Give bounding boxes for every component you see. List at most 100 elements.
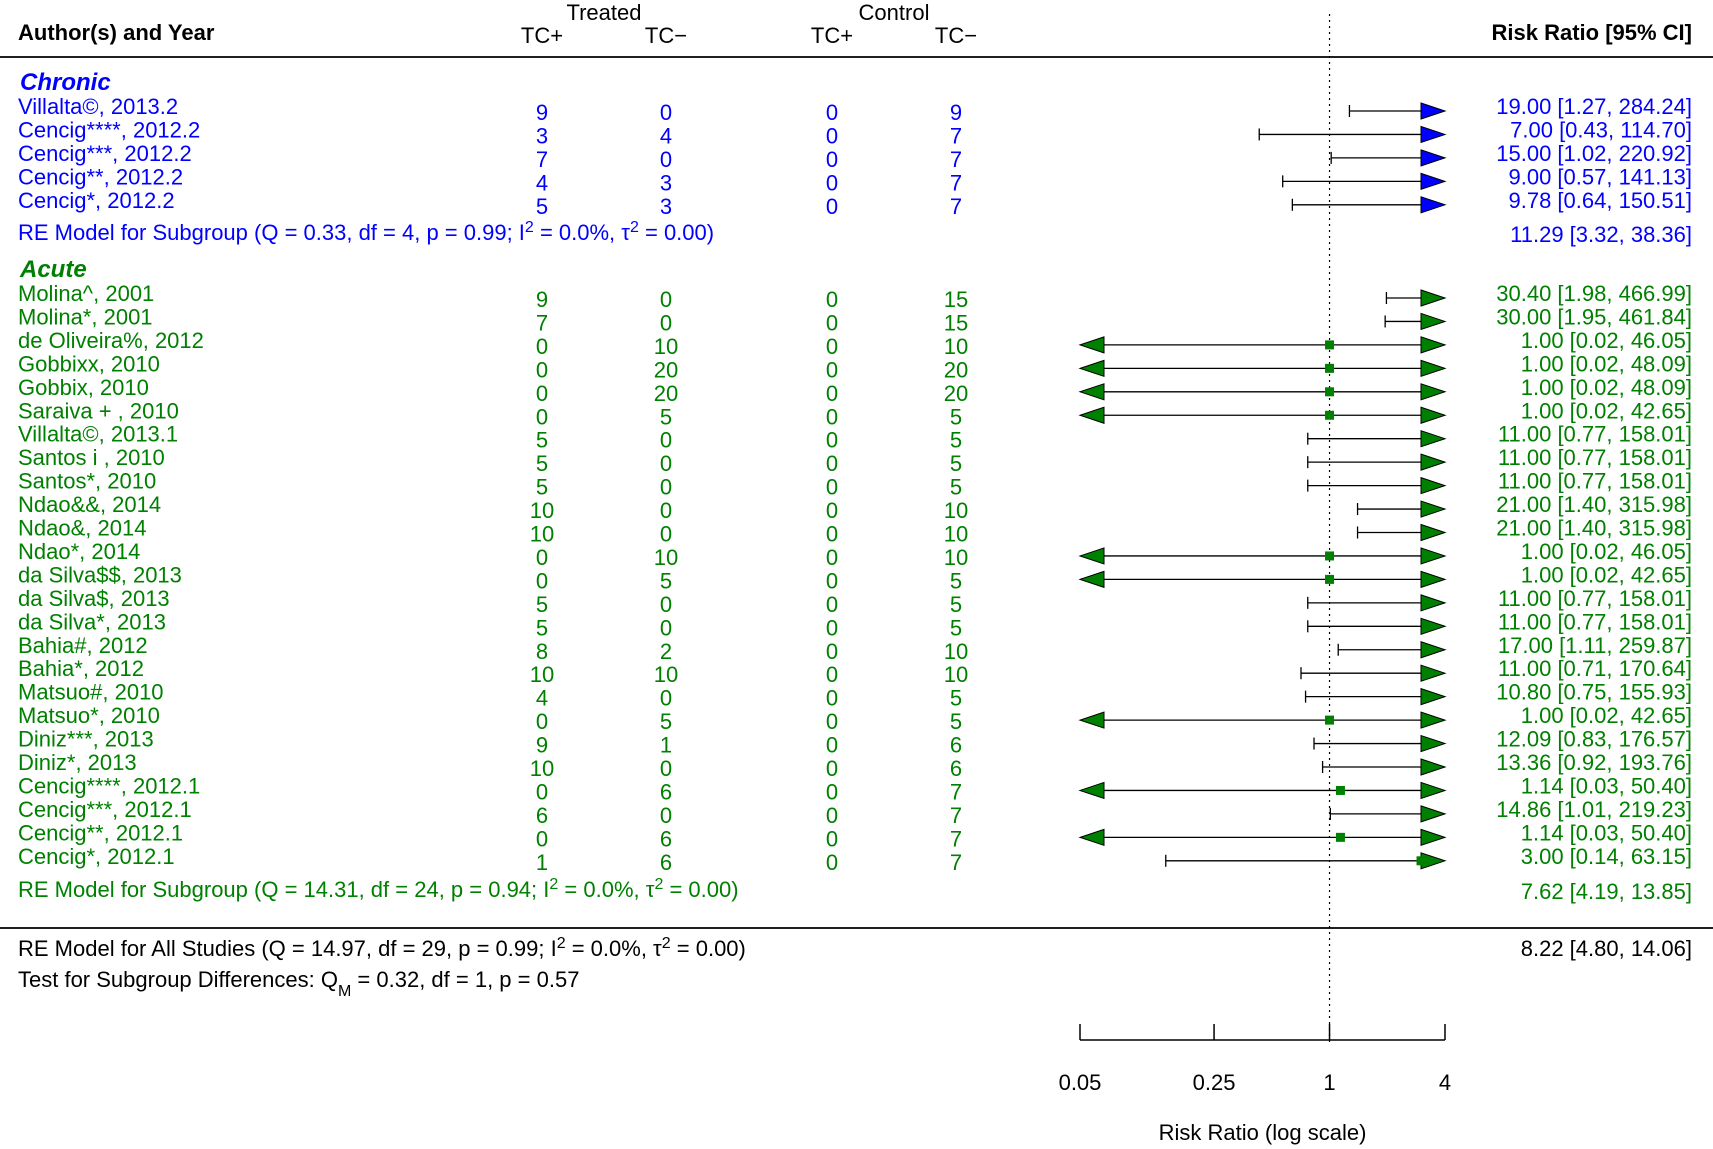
study-control-tc-neg: 7 [950,850,962,875]
study-label: Cencig***, 2012.2 [18,141,192,166]
ci-upper-arrow [1420,758,1447,776]
study-label: Molina*, 2001 [18,304,153,329]
ci-upper-arrow [1420,828,1447,847]
study-treated-tc-neg: 5 [660,568,672,593]
study-control-tc-neg: 7 [950,170,962,195]
study-treated-tc-pos: 10 [530,498,554,523]
study-effect-text: 14.86 [1.01, 219.23] [1496,797,1692,822]
study-treated-tc-pos: 9 [536,287,548,312]
study-effect-text: 1.00 [0.02, 46.05] [1521,328,1692,353]
study-label: da Silva$, 2013 [18,586,170,611]
ci-upper-arrow [1420,125,1447,144]
study-treated-tc-pos: 9 [536,100,548,125]
ci-upper-arrow [1420,336,1447,354]
study-treated-tc-pos: 5 [536,592,548,617]
study-treated-tc-neg: 6 [660,826,672,851]
study-control-tc-pos: 0 [826,100,838,125]
study-treated-tc-neg: 4 [660,123,672,148]
study-control-tc-pos: 0 [826,639,838,664]
point-estimate [1325,574,1335,584]
study-control-tc-neg: 5 [950,451,962,476]
study-label: Matsuo#, 2010 [18,680,164,705]
study-treated-tc-neg: 0 [660,756,672,781]
study-control-tc-neg: 5 [950,709,962,734]
study-control-tc-pos: 0 [826,522,838,547]
study-treated-tc-neg: 0 [660,100,672,125]
study-treated-tc-neg: 3 [660,194,672,219]
study-effect-text: 11.00 [0.77, 158.01] [1498,469,1692,494]
study-treated-tc-neg: 10 [654,662,678,687]
study-control-tc-pos: 0 [826,709,838,734]
study-effect-text: 9.78 [0.64, 150.51] [1509,188,1693,213]
study-control-tc-pos: 0 [826,357,838,382]
study-treated-tc-pos: 7 [536,147,548,172]
ci-upper-arrow [1420,805,1447,823]
ci-upper-arrow [1420,430,1447,448]
study-treated-tc-neg: 20 [654,357,678,382]
ci-lower-arrow [1078,336,1105,354]
ci-lower-arrow [1078,547,1105,565]
study-control-tc-pos: 0 [826,310,838,335]
study-effect-text: 30.00 [1.95, 461.84] [1496,304,1692,329]
study-control-tc-neg: 7 [950,147,962,172]
study-control-tc-neg: 5 [950,615,962,640]
subgroup-summary-effect: 7.62 [4.19, 13.85] [1521,879,1692,904]
study-treated-tc-pos: 10 [530,662,554,687]
study-treated-tc-pos: 4 [536,686,548,711]
study-control-tc-pos: 0 [826,733,838,758]
header-control-tc-pos: TC+ [811,23,853,48]
study-control-tc-pos: 0 [826,756,838,781]
study-treated-tc-pos: 10 [530,522,554,547]
study-control-tc-pos: 0 [826,662,838,687]
study-label: Villalta©, 2013.1 [18,422,178,447]
study-control-tc-neg: 10 [944,545,968,570]
ci-lower-arrow [1078,828,1105,847]
point-estimate [1325,363,1335,373]
study-treated-tc-pos: 9 [536,733,548,758]
study-effect-text: 21.00 [1.40, 315.98] [1496,516,1692,541]
study-effect-text: 17.00 [1.11, 259.87] [1498,633,1692,658]
point-estimate [1325,387,1335,397]
study-control-tc-pos: 0 [826,475,838,500]
subgroup-summary-effect: 11.29 [3.32, 38.36] [1510,222,1692,247]
study-control-tc-neg: 10 [944,522,968,547]
study-control-tc-pos: 0 [826,498,838,523]
study-effect-text: 21.00 [1.40, 315.98] [1496,492,1692,517]
study-treated-tc-neg: 5 [660,709,672,734]
ci-upper-arrow [1420,664,1447,682]
study-label: da Silva*, 2013 [18,609,166,634]
point-estimate [1335,832,1345,842]
study-treated-tc-pos: 0 [536,357,548,382]
overall-summary-effect: 8.22 [4.80, 14.06] [1521,936,1692,961]
study-effect-text: 30.40 [1.98, 466.99] [1496,281,1692,306]
group-title-acute: Acute [19,256,87,283]
ci-upper-arrow [1420,102,1447,120]
ci-lower-arrow [1078,383,1105,401]
study-control-tc-neg: 5 [950,428,962,453]
study-label: Cencig**, 2012.1 [18,820,183,845]
study-control-tc-pos: 0 [826,803,838,828]
subgroup-summary-label: RE Model for Subgroup (Q = 0.33, df = 4,… [18,219,714,246]
study-control-tc-neg: 5 [950,475,962,500]
ci-upper-arrow [1420,523,1447,542]
study-effect-text: 1.14 [0.03, 50.40] [1521,820,1692,845]
x-axis-tick-label: 0.25 [1193,1070,1236,1095]
study-treated-tc-neg: 6 [660,850,672,875]
study-effect-text: 1.00 [0.02, 48.09] [1521,351,1692,376]
point-estimate [1325,551,1335,561]
study-control-tc-neg: 20 [944,357,968,382]
point-estimate [1325,410,1335,420]
study-treated-tc-pos: 0 [536,334,548,359]
study-control-tc-pos: 0 [826,287,838,312]
study-effect-text: 9.00 [0.57, 141.13] [1509,164,1693,189]
study-treated-tc-neg: 1 [660,733,672,758]
study-treated-tc-neg: 0 [660,686,672,711]
study-treated-tc-neg: 10 [654,545,678,570]
study-label: Santos*, 2010 [18,469,156,494]
study-treated-tc-neg: 0 [660,287,672,312]
ci-upper-arrow [1420,289,1447,307]
study-treated-tc-neg: 0 [660,147,672,172]
study-treated-tc-neg: 0 [660,475,672,500]
header-control-tc-neg: TC− [935,23,977,48]
ci-lower-arrow [1078,406,1105,424]
